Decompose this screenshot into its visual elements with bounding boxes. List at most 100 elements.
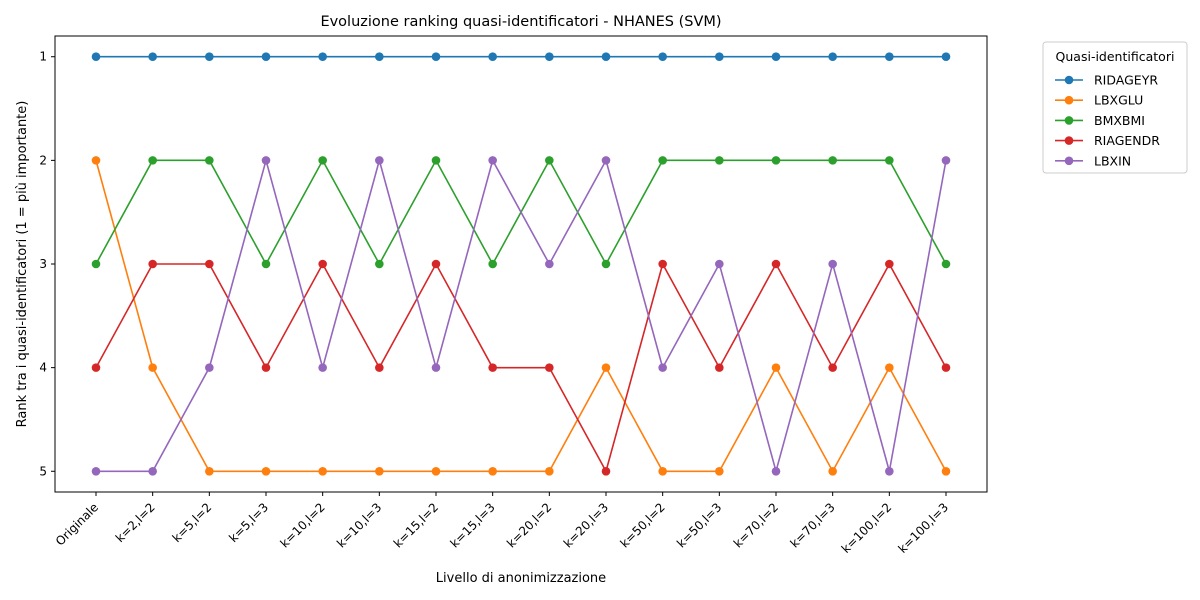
y-axis: 1 2 3 4 5 (39, 50, 55, 478)
legend-marker-bmxbmi (1064, 116, 1074, 125)
x-tick-label: k=50,l=3 (674, 500, 724, 550)
data-point-lbxin-5 (375, 156, 384, 165)
data-point-riagendr-10 (658, 259, 667, 269)
data-point-ridageyr-10 (658, 52, 667, 62)
x-axis: Originale k=2,l=2 k=5,l=2 k=5,l=3 k=10,l=2 k=… (53, 492, 951, 556)
x-tick-label: k=100,l=2 (839, 500, 895, 556)
data-point-lbxin-15 (941, 156, 951, 165)
data-point-riagendr-2 (205, 259, 214, 269)
data-point-lbxglu-3 (261, 466, 271, 476)
data-point-ridageyr-11 (715, 52, 724, 62)
y-tick-label: 2 (39, 153, 47, 167)
data-point-lbxglu-11 (715, 466, 724, 476)
data-point-riagendr-4 (318, 259, 327, 269)
data-point-lbxin-3 (261, 156, 271, 165)
data-point-bmxbmi-9 (601, 259, 611, 269)
data-point-bmxbmi-12 (771, 156, 781, 165)
y-tick-label: 4 (39, 361, 47, 375)
data-point-riagendr-13 (828, 363, 837, 372)
data-point-ridageyr-7 (488, 52, 497, 62)
data-point-bmxbmi-14 (885, 156, 894, 165)
x-tick-label: k=70,l=2 (731, 500, 781, 550)
data-point-lbxglu-0 (91, 156, 101, 165)
series-line-riagendr (95, 261, 947, 474)
data-point-lbxglu-13 (828, 466, 837, 476)
data-point-bmxbmi-5 (375, 259, 384, 269)
legend-label-lbxglu: LBXGLU (1094, 93, 1143, 108)
data-point-ridageyr-5 (375, 52, 384, 62)
series-line-lbxglu (95, 160, 947, 473)
legend-marker-lbxin (1064, 156, 1074, 166)
x-tick-label: k=5,l=2 (170, 500, 215, 545)
legend-marker-ridageyr (1064, 75, 1074, 85)
data-point-lbxglu-1 (148, 363, 157, 372)
data-point-lbxin-9 (601, 156, 611, 165)
data-point-ridageyr-0 (91, 52, 101, 62)
data-point-bmxbmi-10 (658, 156, 667, 165)
data-point-lbxin-6 (431, 363, 441, 372)
x-axis-label: Livello di anonimizzazione (436, 571, 606, 586)
x-tick-label: k=100,l=3 (895, 500, 951, 556)
data-point-lbxin-2 (205, 363, 214, 372)
data-point-riagendr-15 (941, 363, 951, 372)
data-point-riagendr-8 (545, 363, 554, 372)
y-tick-label: 3 (39, 257, 47, 271)
y-tick-label: 5 (39, 464, 47, 478)
data-point-lbxglu-7 (488, 466, 497, 476)
data-point-riagendr-3 (261, 363, 271, 372)
data-point-bmxbmi-13 (828, 156, 837, 165)
legend-label-ridageyr: RIDAGEYR (1094, 73, 1158, 88)
data-point-lbxglu-4 (318, 466, 327, 476)
x-tick-label: k=70,l=3 (787, 500, 837, 550)
data-point-bmxbmi-4 (318, 156, 327, 165)
data-point-bmxbmi-15 (941, 259, 951, 269)
data-point-bmxbmi-3 (261, 259, 271, 269)
data-point-ridageyr-2 (205, 52, 214, 62)
legend-marker-riagendr (1064, 136, 1074, 145)
series-line-lbxin (96, 157, 947, 475)
data-point-lbxin-7 (488, 156, 497, 165)
x-tick-label: k=20,l=3 (561, 500, 611, 550)
data-point-ridageyr-9 (601, 52, 611, 62)
data-point-ridageyr-12 (771, 52, 781, 62)
data-point-bmxbmi-0 (91, 259, 101, 269)
data-point-riagendr-1 (148, 259, 157, 269)
data-point-riagendr-0 (91, 363, 101, 372)
x-tick-label: k=10,l=2 (277, 500, 327, 550)
data-point-lbxin-0 (91, 466, 101, 476)
x-tick-label: k=2,l=2 (113, 500, 158, 545)
data-point-lbxglu-9 (601, 363, 611, 372)
data-point-ridageyr-13 (828, 52, 837, 62)
data-point-lbxin-12 (771, 466, 781, 476)
data-point-ridageyr-1 (148, 52, 157, 62)
y-axis-label: Rank tra i quasi-identificatori (1 = più… (15, 101, 30, 428)
data-point-ridageyr-8 (545, 52, 554, 62)
data-point-ridageyr-15 (941, 52, 951, 62)
x-tick-label: k=15,l=2 (391, 500, 441, 550)
legend-label-riagendr: RIAGENDR (1094, 133, 1160, 148)
data-point-lbxglu-15 (941, 466, 951, 476)
data-point-riagendr-9 (601, 466, 611, 476)
data-point-lbxglu-2 (205, 466, 214, 476)
data-point-bmxbmi-8 (545, 156, 554, 165)
data-point-lbxin-11 (715, 259, 724, 269)
data-point-ridageyr-3 (261, 52, 271, 62)
data-point-riagendr-12 (771, 259, 781, 269)
legend-title: Quasi-identificatori (1056, 49, 1175, 64)
data-point-riagendr-14 (885, 259, 894, 269)
data-point-lbxin-10 (658, 363, 667, 372)
data-point-bmxbmi-2 (205, 156, 214, 165)
x-tick-label: k=50,l=2 (617, 500, 667, 550)
data-point-bmxbmi-7 (488, 259, 497, 269)
data-point-ridageyr-4 (318, 52, 327, 62)
data-point-riagendr-5 (375, 363, 384, 372)
data-point-bmxbmi-6 (431, 156, 441, 165)
data-point-lbxglu-12 (771, 363, 781, 372)
chart-title: Evoluzione ranking quasi-identificatori … (320, 14, 721, 30)
data-point-lbxglu-14 (885, 363, 894, 372)
data-point-riagendr-6 (431, 259, 441, 269)
data-point-bmxbmi-11 (715, 156, 724, 165)
data-point-lbxin-1 (148, 466, 157, 476)
data-point-lbxglu-10 (658, 466, 667, 476)
data-point-riagendr-11 (715, 363, 724, 372)
